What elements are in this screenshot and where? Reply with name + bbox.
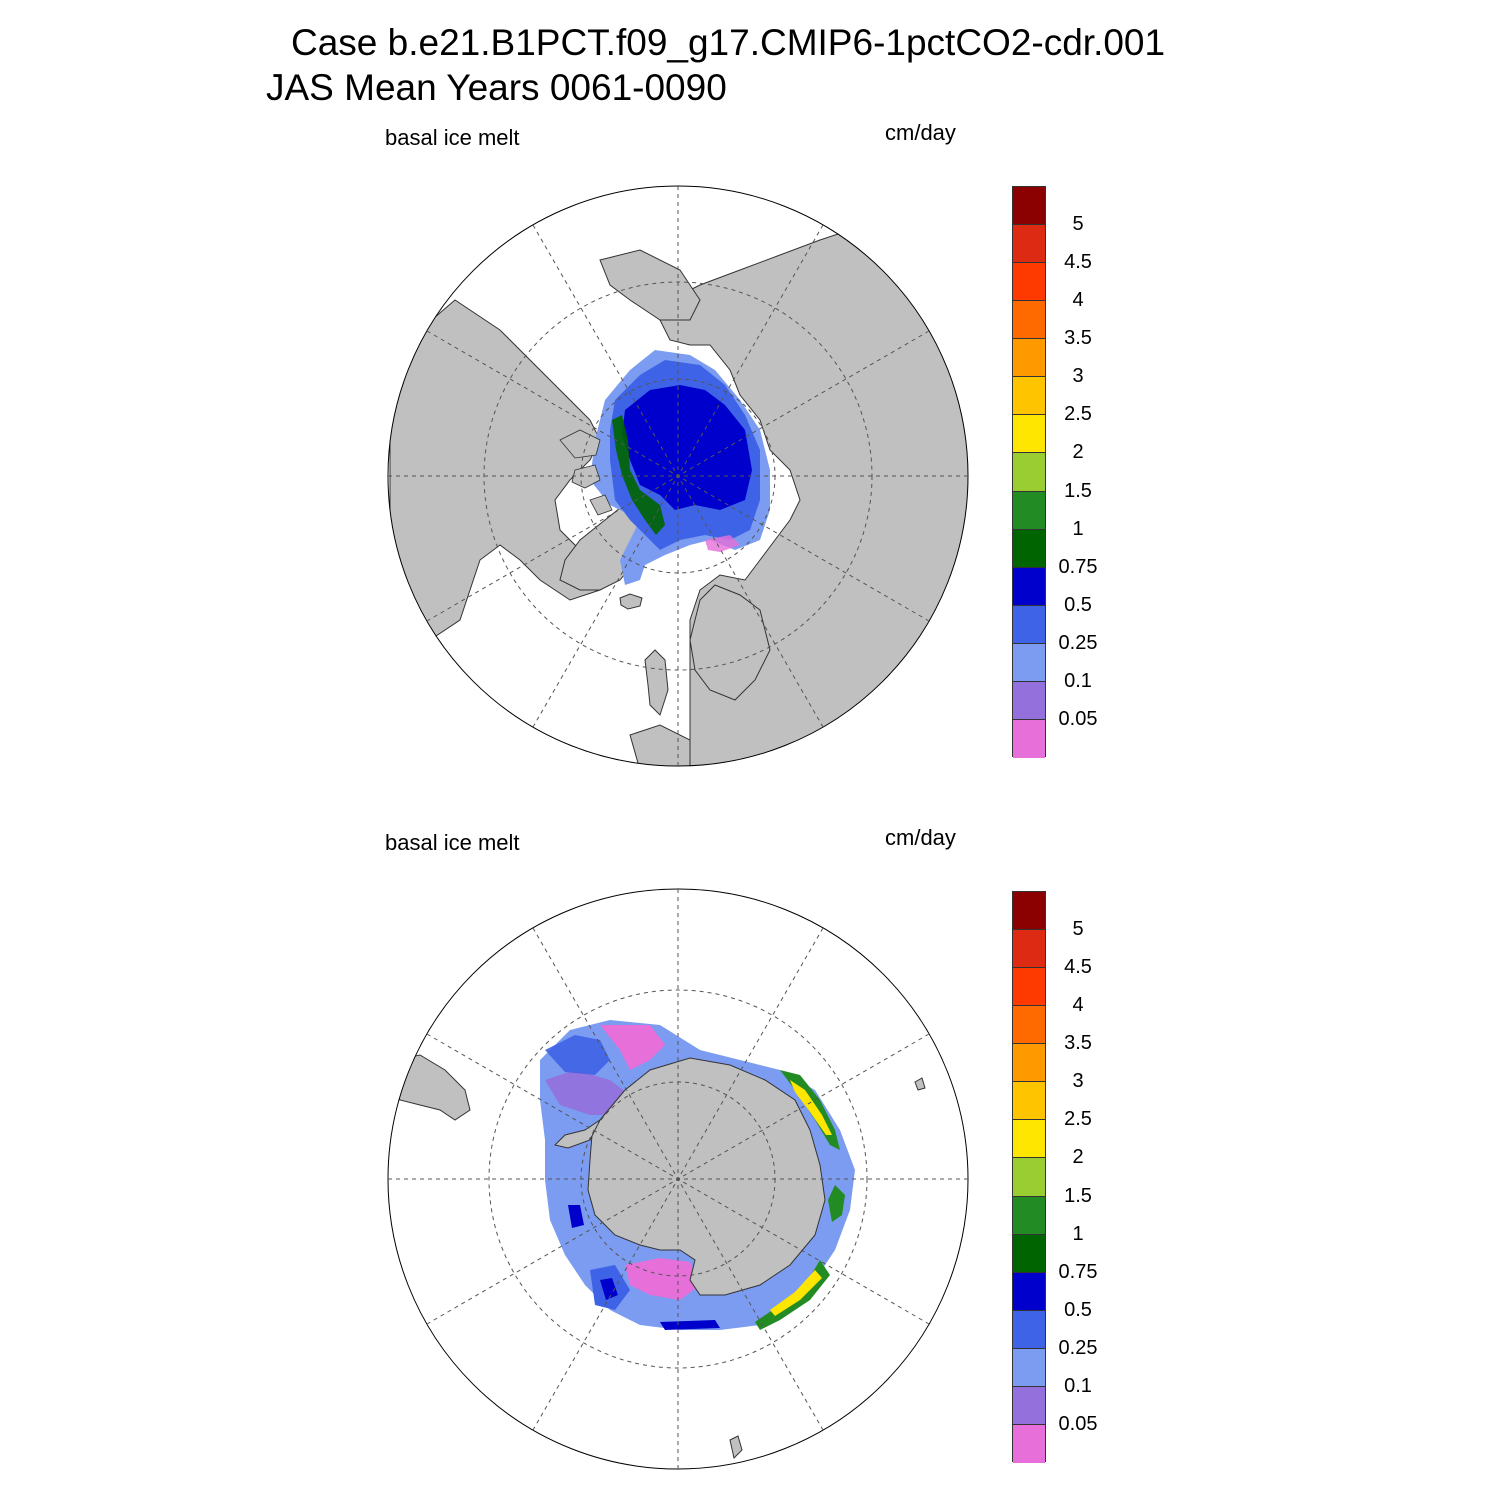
north-graticule (388, 186, 968, 766)
north-colorbar-tick-label: 0.1 (1064, 669, 1092, 692)
south-melt-dark-3 (568, 1205, 584, 1228)
north-colorbar-tick-label: 0.25 (1058, 631, 1098, 654)
south-melt-dark-2 (660, 1320, 720, 1330)
south-land-nz (729, 1435, 743, 1459)
north-colorbar (1012, 186, 1046, 758)
south-melt-purple (545, 1070, 630, 1115)
south-units-label: cm/day (885, 825, 956, 850)
north-colorbar-tick-label: 0.5 (1064, 593, 1092, 616)
south-colorbar-swatch (1013, 1234, 1045, 1273)
north-colorbar-swatch (1013, 453, 1045, 492)
north-colorbar-swatch (1013, 301, 1045, 340)
north-colorbar-swatch (1013, 491, 1045, 530)
south-colorbar-tick-label: 1.5 (1064, 1184, 1092, 1207)
south-colorbar-swatch (1013, 930, 1045, 969)
north-units-label: cm/day (885, 120, 956, 145)
north-colorbar-swatch (1013, 263, 1045, 302)
north-melt-pink (705, 535, 740, 552)
north-variable-label: basal ice melt (385, 125, 520, 150)
north-colorbar-swatch (1013, 529, 1045, 568)
south-colorbar-tick-label: 0.75 (1058, 1260, 1098, 1283)
north-melt-dark (622, 385, 752, 510)
south-land-africa-tip (914, 1077, 926, 1091)
north-colorbar-tick-label: 1 (1072, 517, 1084, 540)
south-colorbar-swatch (1013, 1386, 1045, 1425)
south-colorbar-tick-label: 4.5 (1064, 956, 1092, 979)
north-land-iceland (619, 593, 643, 610)
south-colorbar-tick-label: 4 (1072, 994, 1084, 1017)
south-colorbar-tick-label: 0.1 (1064, 1374, 1092, 1397)
north-colorbar-tick-label: 3 (1072, 365, 1084, 388)
north-polar-map (388, 186, 968, 766)
south-colorbar-swatch (1013, 1424, 1045, 1463)
south-colorbar-swatch (1013, 1158, 1045, 1197)
south-colorbar-tick-label: 2.5 (1064, 1108, 1092, 1131)
south-colorbar-swatch (1013, 1120, 1045, 1159)
south-colorbar-swatch (1013, 1044, 1045, 1083)
north-colorbar-tick-label: 0.75 (1058, 555, 1098, 578)
north-colorbar-swatch (1013, 415, 1045, 454)
south-colorbar-tick-label: 3 (1072, 1070, 1084, 1093)
south-land-peninsula (554, 1118, 602, 1149)
south-colorbar-swatch (1013, 1196, 1045, 1235)
north-colorbar-swatch (1013, 225, 1045, 264)
north-colorbar-tick-label: 5 (1072, 213, 1084, 236)
north-colorbar-tick-label: 0.05 (1058, 707, 1098, 730)
figure-title-line1: Case b.e21.B1PCT.f09_g17.CMIP6-1pctCO2-c… (291, 22, 1166, 63)
north-archipelago (559, 429, 613, 516)
north-colorbar-swatch (1013, 643, 1045, 682)
north-colorbar-tick-label: 1.5 (1064, 479, 1092, 502)
south-melt-pink-1 (600, 1025, 665, 1070)
south-colorbar-swatch (1013, 1006, 1045, 1045)
south-colorbar-tick-label: 5 (1072, 918, 1084, 941)
south-colorbar-tick-label: 3.5 (1064, 1032, 1092, 1055)
north-colorbar-tick-label: 2.5 (1064, 403, 1092, 426)
south-melt-pink-2 (625, 1258, 700, 1300)
north-colorbar-swatch (1013, 681, 1045, 720)
south-colorbar-swatch (1013, 968, 1045, 1007)
south-melt-dark-1 (600, 1278, 618, 1300)
south-colorbar-tick-label: 1 (1072, 1222, 1084, 1245)
south-colorbar-swatch (1013, 1348, 1045, 1387)
north-colorbar-swatch (1013, 339, 1045, 378)
north-colorbar-swatch (1013, 719, 1045, 758)
south-melt-green-band (755, 1070, 845, 1330)
north-land-asia-top (599, 249, 701, 321)
south-colorbar (1012, 891, 1046, 1463)
south-colorbar-tick-label: 0.25 (1058, 1336, 1098, 1359)
north-colorbar-swatch (1013, 567, 1045, 606)
south-colorbar-tick-label: 0.5 (1064, 1298, 1092, 1321)
south-colorbar-tick-label: 0.05 (1058, 1412, 1098, 1435)
north-melt-green (612, 415, 665, 535)
north-colorbar-tick-label: 4 (1072, 289, 1084, 312)
south-colorbar-swatch (1013, 1082, 1045, 1121)
south-colorbar-tick-label: 2 (1072, 1146, 1084, 1169)
north-colorbar-swatch (1013, 605, 1045, 644)
north-colorbar-tick-label: 3.5 (1064, 327, 1092, 350)
south-colorbar-swatch (1013, 1310, 1045, 1349)
south-colorbar-swatch (1013, 892, 1045, 931)
south-graticule (388, 889, 968, 1469)
south-variable-label: basal ice melt (385, 830, 520, 855)
north-colorbar-tick-label: 4.5 (1064, 251, 1092, 274)
south-polar-map (388, 889, 968, 1469)
north-colorbar-swatch (1013, 187, 1045, 226)
north-colorbar-swatch (1013, 377, 1045, 416)
north-colorbar-tick-label: 2 (1072, 441, 1084, 464)
south-colorbar-swatch (1013, 1272, 1045, 1311)
figure-title-line2: JAS Mean Years 0061-0090 (266, 67, 727, 108)
north-land-scandinavia (689, 584, 771, 701)
north-land-britain (644, 649, 669, 716)
south-melt-medium-1 (545, 1035, 610, 1075)
